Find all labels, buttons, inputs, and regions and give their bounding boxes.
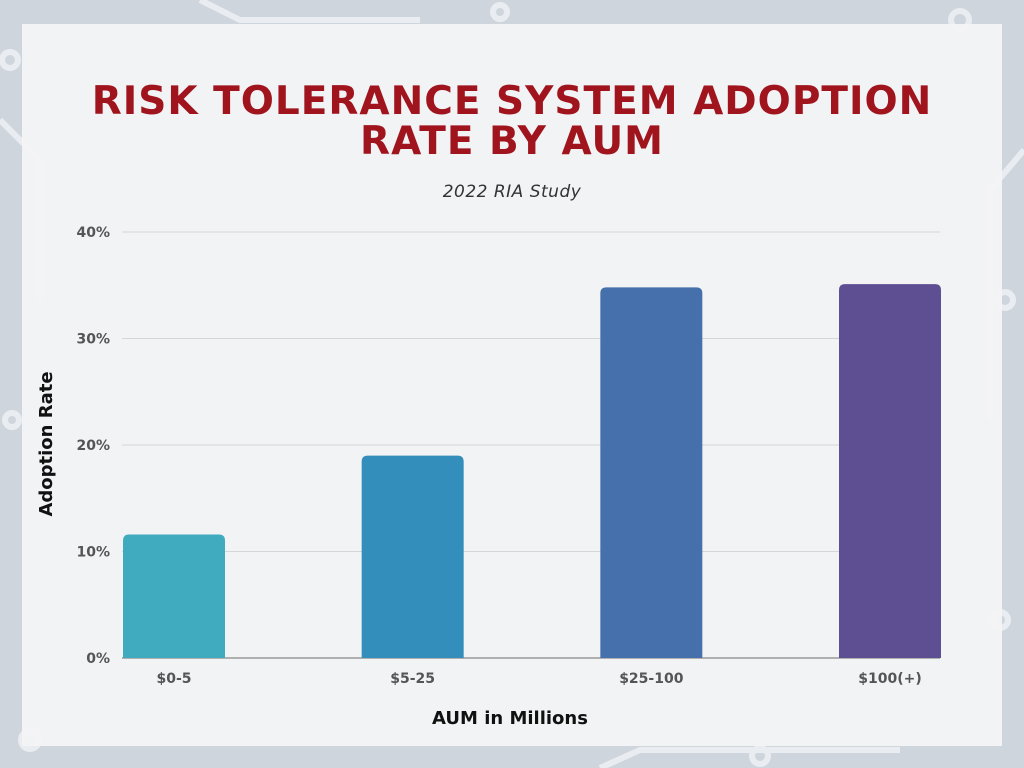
y-axis-title: Adoption Rate [36,371,57,516]
x-axis-title: AUM in Millions [432,708,588,729]
y-tick-label: 20% [76,438,110,454]
bars [123,284,941,658]
bar-$25-100 [600,287,703,658]
bar-chart: 0% 10% 20% 30% 40% $0-5 $5-25 $25-100 $100(+) A… [36,225,941,729]
gridlines [122,231,940,659]
x-tick-label: $100(+) [858,671,922,687]
chart-title: RISK TOLERANCE SYSTEM ADOPTION RATE BY A… [91,79,933,164]
x-tick-label: $0-5 [156,671,191,687]
x-tick-labels: $0-5 $5-25 $25-100 $100(+) [156,671,921,687]
bar-$5-25 [361,455,464,658]
chart-subtitle: 2022 RIA Study [442,182,582,202]
bar-$100(+) [839,284,941,658]
x-tick-label: $5-25 [390,671,435,687]
bar-$0-5 [123,534,225,658]
y-tick-labels: 0% 10% 20% 30% 40% [76,225,110,667]
y-tick-label: 30% [76,332,110,348]
y-tick-label: 10% [76,545,110,561]
y-tick-label: 40% [76,225,110,241]
y-tick-label: 0% [86,651,110,667]
x-tick-label: $25-100 [619,671,684,687]
chart-card: RISK TOLERANCE SYSTEM ADOPTION RATE BY A… [22,24,1002,746]
